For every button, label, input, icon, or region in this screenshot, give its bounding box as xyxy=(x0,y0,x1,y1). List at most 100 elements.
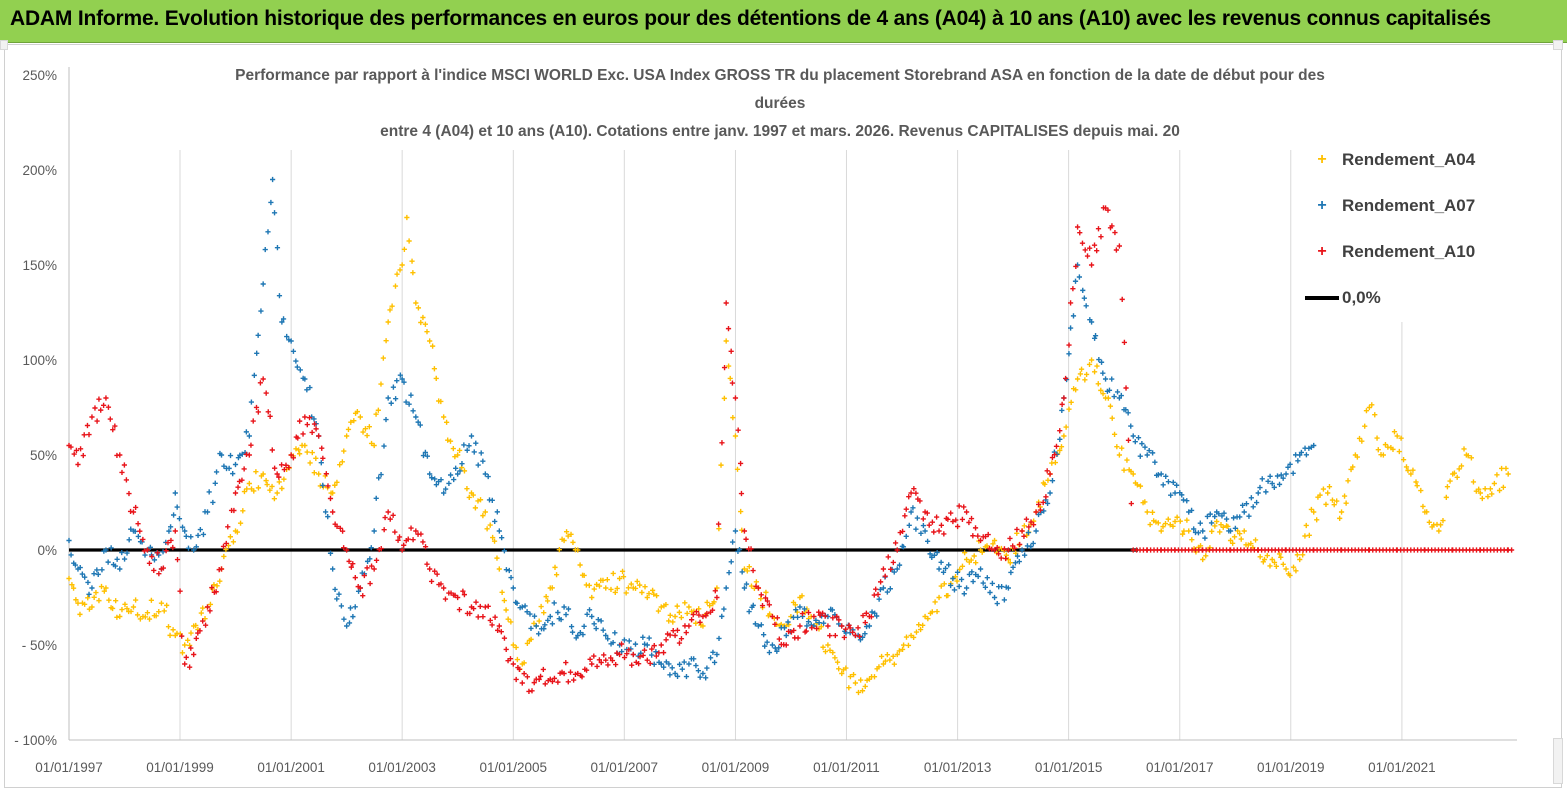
point-rendement-a10 xyxy=(968,515,975,522)
point-rendement-a04 xyxy=(536,618,542,624)
point-rendement-a10 xyxy=(378,545,384,552)
point-rendement-a10 xyxy=(709,607,716,613)
point-rendement-a04 xyxy=(707,603,713,609)
point-rendement-a07 xyxy=(373,495,379,501)
point-rendement-a04 xyxy=(240,508,246,514)
point-rendement-a04 xyxy=(1184,517,1190,523)
point-rendement-a10 xyxy=(929,519,935,525)
x-tick-label: 01/01/2021 xyxy=(1368,760,1436,775)
point-rendement-a04 xyxy=(859,688,866,694)
point-rendement-a07 xyxy=(649,652,655,658)
point-rendement-a10 xyxy=(1094,248,1100,254)
point-rendement-a04 xyxy=(503,607,509,613)
point-rendement-a04 xyxy=(971,553,977,559)
point-rendement-a10 xyxy=(862,619,868,626)
point-rendement-a07 xyxy=(910,505,916,511)
point-rendement-a04 xyxy=(1074,376,1081,382)
point-rendement-a07 xyxy=(258,308,264,314)
point-rendement-a07 xyxy=(422,449,428,455)
point-rendement-a07 xyxy=(1295,458,1301,464)
point-rendement-a07 xyxy=(221,463,227,469)
point-rendement-a07 xyxy=(1096,356,1102,363)
point-rendement-a07 xyxy=(284,333,290,340)
point-rendement-a07 xyxy=(591,621,597,627)
point-rendement-a04 xyxy=(101,588,107,594)
point-rendement-a10 xyxy=(594,663,600,670)
point-rendement-a04 xyxy=(260,471,266,477)
point-rendement-a04 xyxy=(880,661,887,667)
point-rendement-a04 xyxy=(466,494,472,501)
resize-handle-right[interactable] xyxy=(1553,738,1563,784)
point-rendement-a04 xyxy=(444,419,450,425)
point-rendement-a04 xyxy=(753,579,759,585)
point-rendement-a10 xyxy=(1023,516,1030,522)
point-rendement-a07 xyxy=(603,632,609,639)
chart-title-line-2: durées xyxy=(754,95,806,112)
point-rendement-a07 xyxy=(1080,287,1086,293)
point-rendement-a10 xyxy=(163,548,169,554)
point-rendement-a04 xyxy=(106,597,112,603)
point-rendement-a04 xyxy=(494,555,500,561)
point-rendement-a04 xyxy=(1293,568,1299,574)
point-rendement-a04 xyxy=(625,585,632,591)
point-rendement-a10 xyxy=(878,579,884,585)
point-rendement-a07 xyxy=(262,246,268,253)
point-rendement-a04 xyxy=(1162,520,1169,527)
point-rendement-a07 xyxy=(99,567,105,573)
point-rendement-a07 xyxy=(1248,495,1254,501)
point-rendement-a07 xyxy=(1030,540,1036,547)
point-rendement-a07 xyxy=(946,562,952,568)
point-rendement-a10 xyxy=(938,522,944,528)
point-rendement-a04 xyxy=(185,637,191,643)
point-rendement-a10 xyxy=(267,413,273,419)
point-rendement-a10 xyxy=(255,409,261,415)
point-rendement-a10 xyxy=(1084,253,1091,259)
point-rendement-a07 xyxy=(302,376,308,382)
point-rendement-a07 xyxy=(230,471,236,477)
point-rendement-a10 xyxy=(847,625,853,631)
x-tick-label: 01/01/2013 xyxy=(924,760,992,775)
point-rendement-a04 xyxy=(1329,497,1336,503)
point-rendement-a04 xyxy=(200,605,206,611)
point-rendement-a10 xyxy=(137,528,143,534)
point-rendement-a10 xyxy=(80,452,86,459)
point-rendement-a04 xyxy=(623,590,629,596)
point-rendement-a04 xyxy=(98,583,105,590)
point-rendement-a04 xyxy=(1077,371,1083,377)
point-rendement-a10 xyxy=(334,523,340,530)
point-rendement-a10 xyxy=(410,537,416,543)
point-rendement-a07 xyxy=(876,596,882,602)
y-tick-label: - 100% xyxy=(14,733,57,748)
point-rendement-a04 xyxy=(207,601,214,608)
point-rendement-a07 xyxy=(167,524,174,530)
resize-handle-tr[interactable] xyxy=(1553,40,1563,50)
point-rendement-a07 xyxy=(966,571,972,578)
point-rendement-a04 xyxy=(77,611,83,617)
point-rendement-a10 xyxy=(399,547,405,553)
point-rendement-a07 xyxy=(385,395,391,401)
point-rendement-a10 xyxy=(704,610,710,617)
point-rendement-a07 xyxy=(741,585,748,591)
point-rendement-a07 xyxy=(626,638,632,644)
point-rendement-a10 xyxy=(795,635,801,641)
point-rendement-a07 xyxy=(970,578,976,585)
point-rendement-a04 xyxy=(113,598,119,604)
point-rendement-a07 xyxy=(1274,473,1281,479)
point-rendement-a04 xyxy=(510,642,516,648)
point-rendement-a07 xyxy=(1254,499,1260,506)
point-rendement-a04 xyxy=(496,566,502,572)
point-rendement-a07 xyxy=(569,629,576,635)
point-rendement-a04 xyxy=(1061,433,1067,439)
point-rendement-a07 xyxy=(977,566,984,572)
point-rendement-a07 xyxy=(417,422,423,428)
point-rendement-a10 xyxy=(994,545,1000,551)
point-rendement-a07 xyxy=(390,384,396,390)
point-rendement-a10 xyxy=(660,650,667,656)
point-rendement-a07 xyxy=(441,490,447,496)
resize-handle-tl[interactable] xyxy=(0,40,8,50)
point-rendement-a07 xyxy=(527,611,533,617)
point-rendement-a07 xyxy=(191,547,197,553)
point-rendement-a10 xyxy=(542,681,548,687)
point-rendement-a10 xyxy=(729,380,736,386)
point-rendement-a10 xyxy=(121,462,127,468)
